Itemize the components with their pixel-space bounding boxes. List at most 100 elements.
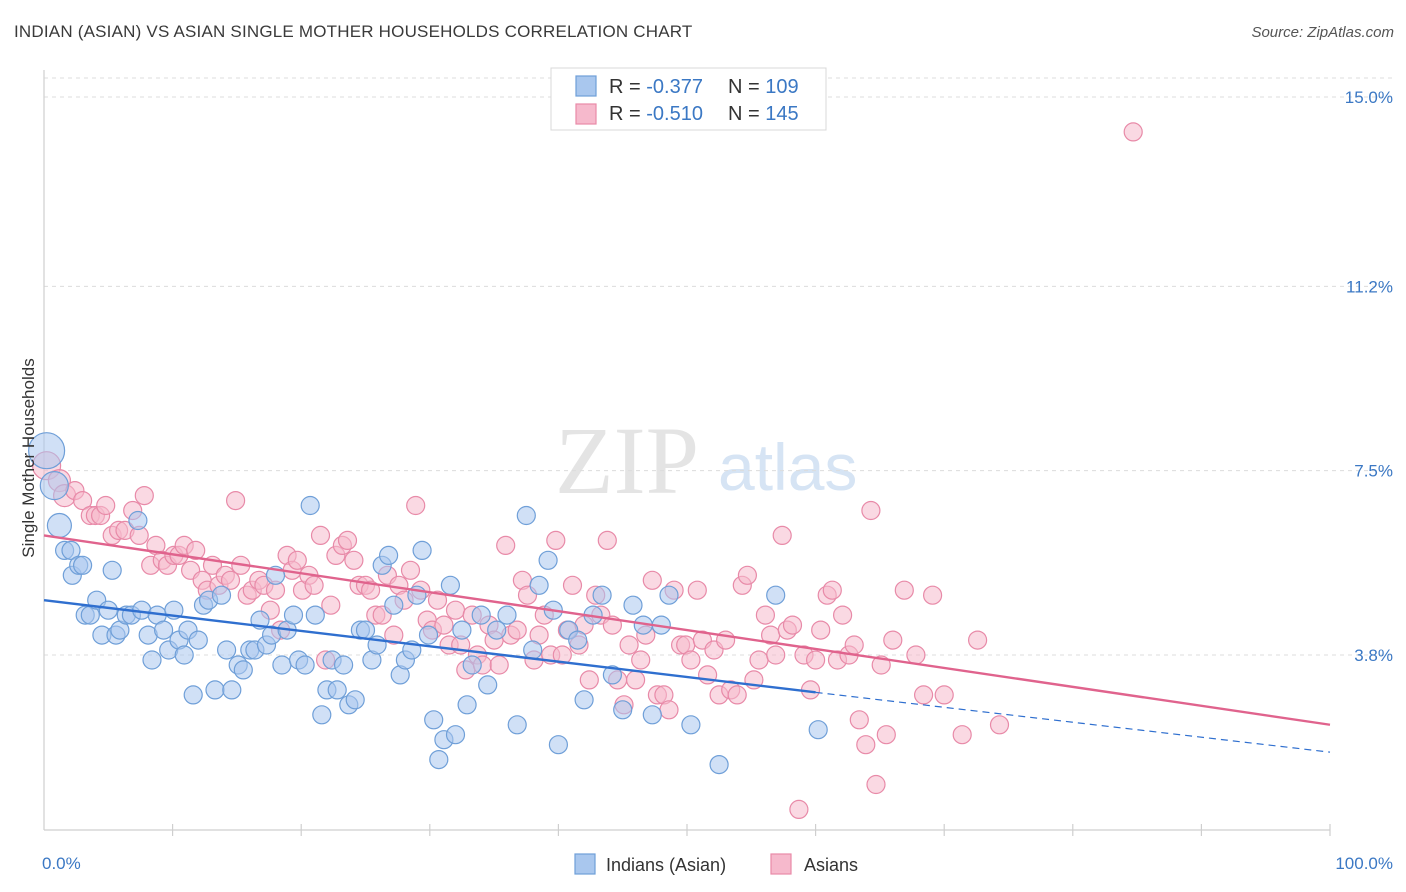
asians-point bbox=[507, 620, 527, 640]
indians-asian-point bbox=[334, 655, 354, 675]
indians-asian-point bbox=[574, 690, 594, 710]
asians-point bbox=[844, 635, 864, 655]
asians-point bbox=[659, 700, 679, 720]
indians-asian-point bbox=[379, 545, 399, 566]
indians-asian-point bbox=[452, 620, 472, 640]
legend-r-label-blue: R = bbox=[609, 76, 646, 98]
indians-asian-point bbox=[592, 585, 612, 605]
indians-asian-point bbox=[429, 749, 449, 770]
asians-point bbox=[304, 575, 324, 595]
asians-point bbox=[883, 630, 903, 650]
indians-asian-point bbox=[418, 625, 439, 645]
indians-asian-point bbox=[272, 655, 292, 675]
indians-asian-point bbox=[345, 690, 365, 710]
legend-r-value-blue: -0.377 bbox=[646, 76, 703, 98]
asians-point bbox=[384, 625, 404, 645]
indians-asian-point bbox=[424, 710, 444, 730]
trend-lines bbox=[43, 534, 1331, 753]
indians-asian-point bbox=[27, 432, 66, 470]
trend-line-indians-asian-extrapolated bbox=[815, 691, 1331, 753]
asians-point bbox=[737, 565, 758, 585]
asians-point bbox=[579, 670, 599, 690]
indians-asian-point bbox=[98, 600, 118, 620]
asians-point bbox=[1123, 122, 1143, 142]
indians-asian-point bbox=[538, 550, 558, 570]
y-tick-label: 11.2% bbox=[1346, 277, 1393, 296]
indians-asian-point bbox=[440, 575, 460, 595]
asians-point bbox=[856, 735, 876, 755]
indians-asian-point bbox=[102, 560, 122, 580]
asians-points bbox=[31, 122, 1143, 820]
x-axis-ticks bbox=[172, 824, 1331, 836]
asians-point bbox=[546, 530, 566, 551]
asians-point bbox=[832, 605, 853, 625]
watermark-atlas: atlas bbox=[718, 430, 857, 504]
asians-point bbox=[727, 685, 747, 705]
indians-asian-point bbox=[61, 540, 81, 561]
asians-point bbox=[849, 710, 869, 730]
asians-point bbox=[434, 615, 454, 635]
asians-point bbox=[913, 685, 934, 705]
asians-point bbox=[789, 799, 809, 820]
indians-asian-point bbox=[222, 680, 242, 700]
legend-n-label-pink: N = bbox=[728, 103, 765, 125]
indians-asian-point bbox=[462, 655, 482, 675]
asians-point bbox=[287, 550, 307, 570]
asians-point bbox=[562, 575, 583, 595]
indians-asian-point bbox=[211, 585, 232, 605]
legend-bottom-swatch-blue bbox=[574, 853, 596, 875]
legend-n-value-blue: 109 bbox=[765, 76, 798, 98]
asians-point bbox=[625, 670, 646, 690]
indians-asian-point bbox=[128, 510, 148, 531]
indians-asian-point bbox=[487, 620, 507, 640]
asians-point bbox=[934, 685, 954, 705]
indians-asian-point bbox=[295, 655, 315, 675]
asians-point bbox=[400, 560, 421, 580]
legend-bottom-swatch-pink bbox=[770, 853, 792, 875]
watermark-zip: ZIP bbox=[555, 407, 699, 514]
indians-asian-point bbox=[623, 595, 643, 615]
legend-n-value-pink: 145 bbox=[765, 103, 798, 125]
asians-point bbox=[876, 725, 896, 745]
indians-asian-point bbox=[457, 695, 477, 715]
asians-point bbox=[687, 580, 707, 600]
asians-point bbox=[496, 535, 516, 556]
indians-asian-point bbox=[312, 705, 332, 725]
indians-asian-point bbox=[709, 754, 729, 775]
indians-asian-point bbox=[602, 665, 623, 685]
indians-asian-point bbox=[659, 585, 679, 605]
svg-text:N = 145: N = 145 bbox=[728, 103, 799, 125]
asians-point bbox=[337, 530, 358, 551]
indians-asian-point bbox=[188, 630, 208, 650]
x-tick-label-0: 0.0% bbox=[42, 854, 81, 873]
legend-n-label-blue: N = bbox=[728, 76, 765, 98]
legend-r-value-pink: -0.510 bbox=[646, 103, 703, 125]
asians-point bbox=[766, 645, 786, 665]
y-axis-title: Single Mother Households bbox=[19, 358, 38, 557]
indians-asian-point bbox=[384, 595, 404, 615]
legend-top: R = -0.377 N = 109 R = -0.510 N = 145 bbox=[550, 67, 827, 131]
asians-point bbox=[811, 620, 831, 640]
asians-point bbox=[597, 530, 617, 551]
asians-point bbox=[805, 650, 826, 670]
indians-asian-point bbox=[529, 575, 549, 595]
indians-asian-point bbox=[471, 605, 491, 625]
asians-point bbox=[552, 645, 572, 665]
asians-point bbox=[445, 600, 466, 620]
indians-asian-point bbox=[681, 715, 701, 735]
asians-point bbox=[922, 585, 943, 605]
indians-asian-point bbox=[305, 605, 325, 625]
y-tick-label: 3.8% bbox=[1354, 646, 1393, 665]
indians-asian-point bbox=[355, 620, 376, 640]
svg-text:N = 109: N = 109 bbox=[728, 76, 799, 98]
indians-asian-point bbox=[478, 675, 498, 695]
indians-asian-point bbox=[642, 705, 662, 725]
chart-source: Source: ZipAtlas.com bbox=[1251, 24, 1394, 41]
indians-asian-point bbox=[497, 605, 517, 625]
indians-asian-point bbox=[613, 700, 633, 720]
asians-point bbox=[866, 774, 886, 795]
indians-asian-point bbox=[217, 640, 237, 660]
asians-point bbox=[861, 500, 881, 521]
indians-asian-point bbox=[154, 620, 174, 640]
asians-point bbox=[755, 605, 776, 625]
